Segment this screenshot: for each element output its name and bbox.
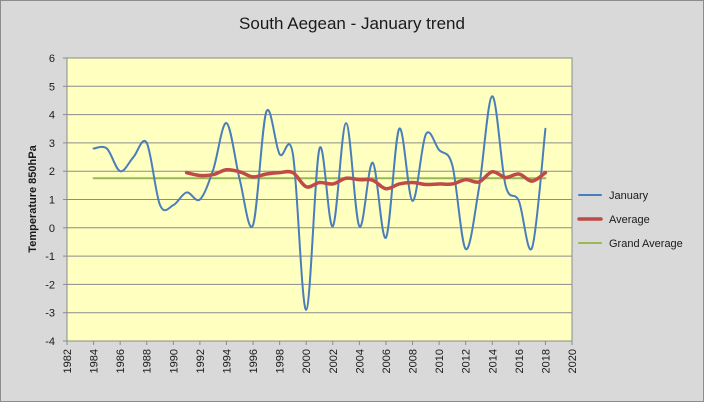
x-tick-label: 1996 bbox=[248, 349, 260, 373]
x-tick-label: 2018 bbox=[540, 349, 552, 373]
x-tick-label: 2020 bbox=[567, 349, 579, 373]
y-tick-label: -3 bbox=[45, 308, 55, 320]
x-tick-label: 2006 bbox=[381, 349, 393, 373]
legend-label-2: Grand Average bbox=[609, 238, 683, 250]
y-tick-label: -4 bbox=[45, 336, 55, 348]
series-line-1 bbox=[184, 167, 548, 191]
legend-label-1: Average bbox=[609, 214, 650, 226]
y-axis-label: Temperature 850hPa bbox=[27, 144, 39, 252]
y-tick-label: 1 bbox=[49, 195, 55, 207]
x-tick-label: 2000 bbox=[301, 349, 313, 373]
y-tick-label: 2 bbox=[49, 166, 55, 178]
legend: January Average Grand Average bbox=[577, 190, 683, 250]
y-tick-label: 4 bbox=[49, 110, 55, 122]
y-tick-label: -2 bbox=[45, 279, 55, 291]
legend-label-0: January bbox=[609, 190, 649, 202]
y-tick-label: 3 bbox=[49, 138, 55, 150]
y-tick-labels: 6 5 4 3 2 1 0 -1 -2 -3 -4 bbox=[45, 53, 55, 348]
y-tick-label: -1 bbox=[45, 251, 55, 263]
x-tick-label: 1982 bbox=[62, 349, 74, 373]
x-tick-label: 1994 bbox=[221, 349, 233, 373]
x-tick-label: 1990 bbox=[168, 349, 180, 373]
y-tick-label: 6 bbox=[49, 53, 55, 65]
x-tick-label: 1986 bbox=[115, 349, 127, 373]
grid-lines bbox=[63, 57, 573, 345]
x-tick-label: 2002 bbox=[328, 349, 340, 373]
x-tick-label: 1998 bbox=[275, 349, 287, 373]
chart-title: South Aegean - January trend bbox=[239, 14, 465, 33]
x-tick-label: 2010 bbox=[434, 349, 446, 373]
x-tick-label: 2008 bbox=[408, 349, 420, 373]
y-tick-label: 0 bbox=[49, 223, 55, 235]
x-tick-label: 2012 bbox=[461, 349, 473, 373]
x-tick-label: 2004 bbox=[354, 349, 366, 373]
x-tick-label: 1992 bbox=[195, 349, 207, 373]
x-tick-label: 1984 bbox=[89, 349, 101, 373]
x-tick-labels: 1982 1984 1986 1988 1990 1992 1994 1996 1998 2000… bbox=[62, 349, 579, 373]
series-layer bbox=[92, 95, 548, 311]
x-tick-label: 2014 bbox=[487, 349, 499, 373]
x-tick-label: 1988 bbox=[142, 349, 154, 373]
x-tick-label: 2016 bbox=[514, 349, 526, 373]
y-tick-label: 5 bbox=[49, 81, 55, 93]
